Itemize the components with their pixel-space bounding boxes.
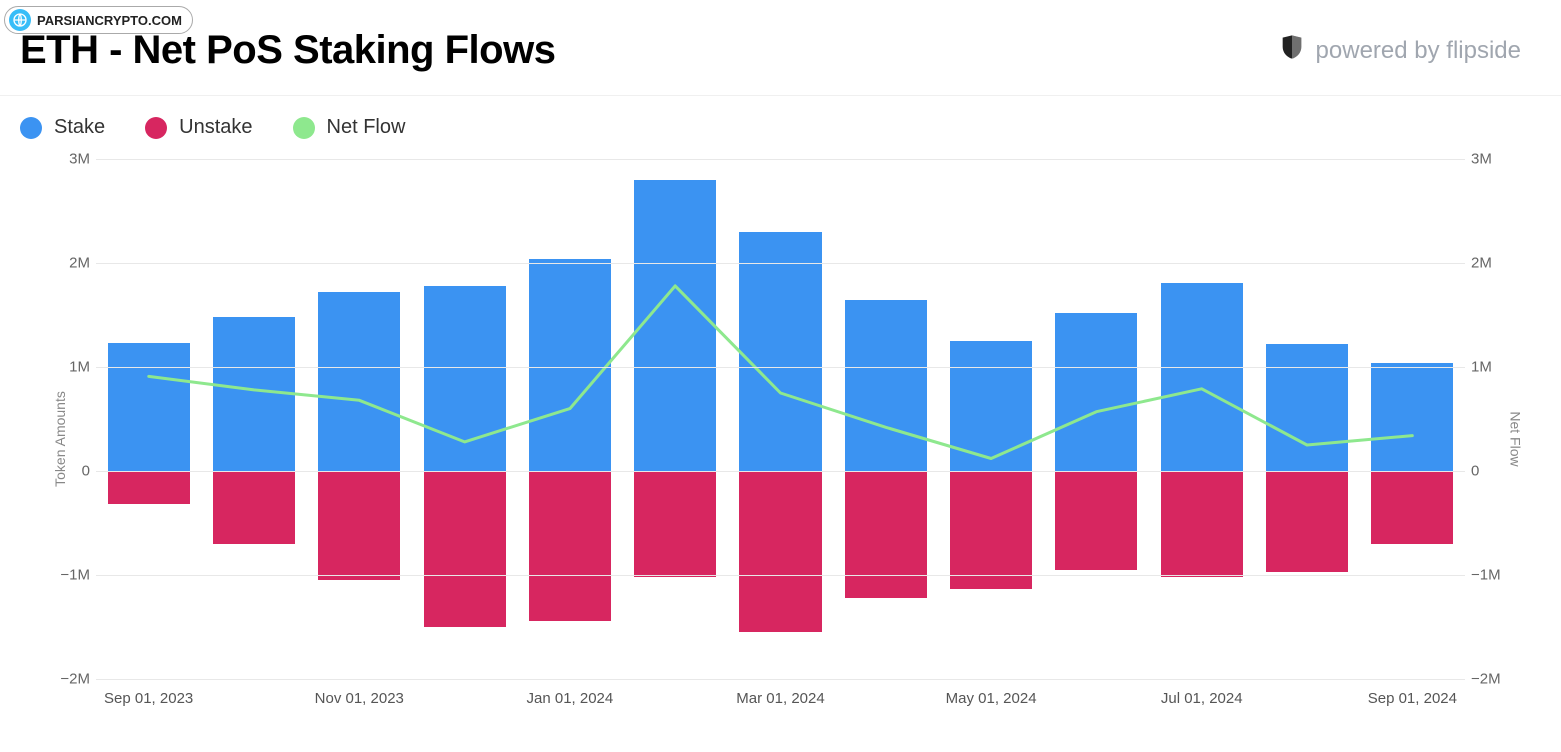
chart-header: ETH - Net PoS Staking Flows powered by f… [0, 0, 1561, 83]
legend-swatch [293, 117, 315, 139]
chart-title: ETH - Net PoS Staking Flows [20, 28, 555, 73]
y-tick-right: −2M [1471, 671, 1511, 688]
x-tick: Mar 01, 2024 [736, 690, 824, 707]
legend-swatch [20, 117, 42, 139]
gridline [96, 471, 1465, 472]
gridline [96, 159, 1465, 160]
powered-by-text: powered by flipside [1316, 37, 1521, 65]
y-tick-left: 2M [50, 255, 90, 272]
legend-swatch [145, 117, 167, 139]
y-tick-left: −1M [50, 567, 90, 584]
x-tick: Jan 01, 2024 [527, 690, 614, 707]
globe-icon [9, 9, 31, 31]
gridline [96, 263, 1465, 264]
legend-label: Net Flow [327, 116, 406, 139]
netflow-line [96, 159, 1465, 679]
x-tick: Sep 01, 2024 [1368, 690, 1457, 707]
legend-label: Unstake [179, 116, 252, 139]
x-tick: May 01, 2024 [946, 690, 1037, 707]
legend-item[interactable]: Unstake [145, 116, 252, 139]
x-tick: Jul 01, 2024 [1161, 690, 1243, 707]
y-tick-right: 1M [1471, 359, 1511, 376]
gridline [96, 575, 1465, 576]
watermark-badge: PARSIANCRYPTO.COM [4, 6, 193, 34]
y-tick-right: 2M [1471, 255, 1511, 272]
gridline [96, 367, 1465, 368]
y-tick-right: 3M [1471, 151, 1511, 168]
y-tick-right: 0 [1471, 463, 1511, 480]
chart-area: Token Amounts Net Flow −2M−2M−1M−1M001M1… [40, 159, 1521, 719]
y-tick-left: −2M [50, 671, 90, 688]
x-tick: Sep 01, 2023 [104, 690, 193, 707]
y-tick-left: 1M [50, 359, 90, 376]
chart-legend: Stake Unstake Net Flow [0, 95, 1561, 149]
x-tick: Nov 01, 2023 [315, 690, 404, 707]
legend-item[interactable]: Net Flow [293, 116, 406, 139]
powered-by: powered by flipside [1278, 33, 1521, 68]
gridline [96, 679, 1465, 680]
y-tick-left: 3M [50, 151, 90, 168]
legend-item[interactable]: Stake [20, 116, 105, 139]
legend-label: Stake [54, 116, 105, 139]
plot-area: −2M−2M−1M−1M001M1M2M2M3M3MSep 01, 2023No… [96, 159, 1465, 679]
y-tick-left: 0 [50, 463, 90, 480]
y-axis-right-label: Net Flow [1507, 411, 1523, 466]
y-tick-right: −1M [1471, 567, 1511, 584]
flipside-icon [1278, 33, 1306, 68]
watermark-text: PARSIANCRYPTO.COM [37, 13, 182, 28]
